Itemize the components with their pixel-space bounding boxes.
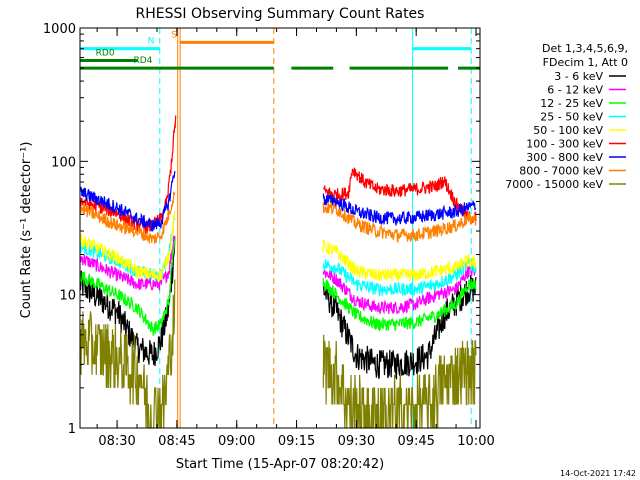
- footer-date: 14-Oct-2021 17:42: [560, 469, 636, 478]
- legend-label-0: 3 - 6 keV: [554, 70, 603, 83]
- legend-label-5: 100 - 300 keV: [526, 138, 603, 151]
- series-line-1-a: [79, 235, 176, 291]
- legend-label-1: 6 - 12 keV: [547, 84, 603, 97]
- y-tick-label-1: 10: [59, 289, 76, 304]
- legend: Det 1,3,4,5,6,9,FDecim 1, Att 03 - 6 keV…: [505, 42, 628, 191]
- series-line-4-b: [322, 239, 477, 282]
- legend-label-8: 7000 - 15000 keV: [505, 178, 603, 191]
- legend-label-6: 300 - 800 keV: [526, 151, 603, 164]
- legend-label-3: 25 - 50 keV: [540, 111, 603, 124]
- x-tick-label-6: 10:00: [457, 434, 494, 449]
- series-line-6-b: [322, 193, 477, 226]
- x-tick-label-4: 09:30: [338, 434, 375, 449]
- series-line-2-a: [79, 239, 176, 336]
- series-line-3-b: [322, 257, 477, 297]
- plot-frame: [79, 27, 481, 429]
- legend-label-7: 800 - 7000 keV: [519, 165, 603, 178]
- y-axis-label: Count Rate (s⁻¹ detector⁻¹): [19, 142, 34, 319]
- x-tick-label-1: 08:45: [158, 434, 195, 449]
- legend-header-1: FDecim 1, Att 0: [543, 56, 628, 69]
- series-line-2-b: [322, 277, 477, 332]
- legend-header-0: Det 1,3,4,5,6,9,: [542, 42, 628, 55]
- flag-label-n: N: [148, 37, 155, 47]
- series-line-1-b: [322, 265, 477, 315]
- series-line-7-b: [322, 201, 477, 244]
- series-line-5-b: [322, 167, 477, 225]
- x-tick-label-5: 09:45: [397, 434, 434, 449]
- y-tick-label-2: 100: [51, 155, 76, 170]
- y-tick-label-0: 1: [68, 422, 76, 437]
- y-tick-label-3: 1000: [43, 22, 76, 37]
- flag-label-rd4: RD4: [134, 56, 153, 66]
- series-line-8-b: [322, 334, 477, 429]
- flag-label-s: S: [171, 30, 177, 40]
- series-layer: [79, 115, 477, 429]
- series-line-6-a: [79, 171, 176, 232]
- x-tick-label-0: 08:30: [98, 434, 135, 449]
- series-line-7-a: [79, 191, 176, 244]
- x-tick-label-3: 09:15: [278, 434, 315, 449]
- x-tick-label-2: 09:00: [218, 434, 255, 449]
- legend-label-4: 50 - 100 keV: [533, 124, 603, 137]
- axis-ticks: 08:30 08:45 09:00 09:15 09:30 09:45 10:00 1 10 10…: [43, 22, 495, 449]
- legend-label-2: 12 - 25 keV: [540, 97, 603, 110]
- x-axis-label: Start Time (15-Apr-07 08:20:42): [176, 457, 384, 472]
- chart-title: RHESSI Observing Summary Count Rates: [136, 6, 425, 22]
- flag-label-rd0: RD0: [96, 49, 115, 59]
- series-line-0-a: [79, 237, 176, 367]
- series-line-4-a: [79, 211, 176, 282]
